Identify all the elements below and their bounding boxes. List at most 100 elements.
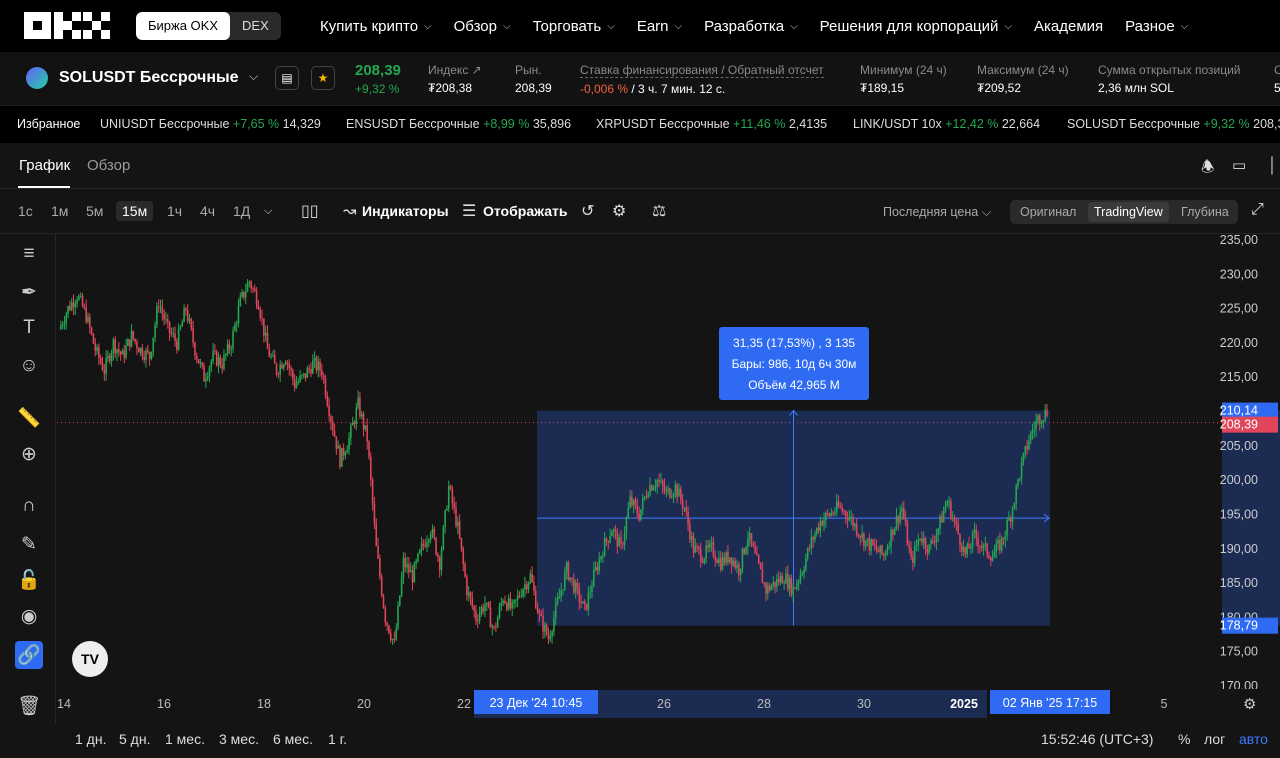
menu-dev[interactable]: Разработка ⌵ [704,17,798,35]
candle-body [319,361,321,371]
candle-body [629,496,631,508]
candle-body [857,534,860,537]
candle-body [870,539,872,551]
x-tick-label: 30 [857,697,871,711]
candles-icon[interactable]: ▯▯ [301,203,319,220]
magnet-icon[interactable]: ∩ [22,495,36,516]
zoom-in-icon[interactable]: ⊕ [21,443,37,465]
candle-body [640,509,642,520]
candle-body [355,407,358,424]
log-toggle[interactable]: лог [1204,731,1226,747]
menu-earn[interactable]: Earn ⌵ [636,17,683,35]
chevron-down-icon[interactable]: ⌵ [249,69,259,83]
view-original[interactable]: Оригинал [1020,205,1077,219]
lock-pen-icon[interactable]: ✎ [21,533,37,555]
price-chart[interactable]: 31,35 (17,53%) , 3 135 Бары: 986, 10д 6ч … [57,235,1280,689]
fav-item[interactable]: XRPUSDT Бессрочные +11,46 % 2,4135 [596,117,828,131]
tab-underline [18,186,70,188]
tf-1d[interactable]: 1Д [233,203,251,219]
more-icon[interactable]: │ [1268,157,1278,174]
tf-4h[interactable]: 4ч [200,203,216,219]
chevron-down-icon[interactable]: ⌵ [264,205,273,217]
star-icon[interactable]: ★ [311,66,335,90]
range-6m[interactable]: 6 мес. [273,731,313,747]
range-1d[interactable]: 1 дн. [75,731,107,747]
last-price-select[interactable]: Последняя цена ⌵ [883,205,992,219]
candle-body [157,306,160,308]
view-switcher[interactable]: Оригинал TradingView Глубина [1010,200,1238,224]
external-link-icon[interactable]: ↗ [471,63,482,77]
tradingview-logo[interactable]: TV [72,641,108,677]
candle-body [714,556,717,561]
gear-icon[interactable]: ⚙ [612,203,627,220]
lines-tool-icon[interactable]: ≡ [23,243,35,264]
toggle-dex[interactable]: DEX [242,18,269,33]
fullscreen-icon[interactable]: ⤢ [1251,201,1264,218]
candle-body [868,538,871,551]
window-icon[interactable]: ▭ [1232,157,1247,174]
eye-icon[interactable]: ◉ [20,605,38,627]
candle-body [69,306,71,310]
book-icon[interactable]: ▤ [275,66,299,90]
candle-body [1000,537,1003,551]
display-button[interactable]: Отображать [483,203,568,219]
tf-1s[interactable]: 1с [18,203,33,219]
range-1m[interactable]: 1 мес. [165,731,205,747]
candle-body [850,516,853,518]
ruler-icon[interactable]: 📏 [17,408,41,429]
range-3m[interactable]: 3 мес. [219,731,259,747]
link-icon[interactable]: 🔗 [15,641,43,669]
text-tool-icon[interactable]: T [23,317,35,338]
fav-item[interactable]: UNIUSDT Бессрочные +7,65 % 14,329 [100,117,321,131]
tf-1m[interactable]: 1м [51,203,69,219]
candle-body [1020,462,1023,479]
candle-body [861,533,863,538]
tf-15m[interactable]: 15м [116,201,154,221]
okx-logo[interactable] [24,12,110,40]
scale-icon[interactable]: ⚖ [652,203,667,220]
menu-academy[interactable]: Академия [1033,17,1104,35]
candle-body [239,296,242,307]
trash-icon[interactable]: 🗑 [16,696,42,717]
emoji-tool-icon[interactable]: ☺ [19,355,39,376]
candle-body [631,496,633,506]
display-icon[interactable]: ☰ [462,203,477,220]
percent-toggle[interactable]: % [1178,731,1191,747]
replay-icon[interactable]: ↺ [581,203,595,220]
lock-icon[interactable]: 🔓 [17,570,41,591]
indicators-icon[interactable]: ↝ [343,203,357,220]
menu-overview[interactable]: Обзор ⌵ [453,17,511,35]
view-depth[interactable]: Глубина [1181,205,1229,219]
candle-body [556,599,559,604]
stat-low: Минимум (24 ч) ₮189,15 [860,63,947,95]
tf-1h[interactable]: 1ч [167,203,183,219]
pen-tool-icon[interactable]: ✒ [21,281,37,303]
candle-body [384,607,387,623]
exchange-toggle[interactable]: Биржа OKX DEX [136,12,281,40]
menu-more[interactable]: Разное ⌵ [1125,17,1189,35]
alert-add-icon[interactable]: 🕭 [1201,159,1215,176]
fav-item[interactable]: SOLUSDT Бессрочные +9,32 % 208,3 [1067,117,1280,131]
menu-business[interactable]: Решения для корпораций ⌵ [819,17,1012,35]
toggle-exchange[interactable]: Биржа OKX [136,12,231,40]
auto-toggle[interactable]: авто [1239,731,1268,747]
candle-body [901,507,903,513]
x-start-tag: 23 Дек '24 10:45 [490,696,583,710]
tf-5m[interactable]: 5м [86,203,104,219]
range-5d[interactable]: 5 дн. [119,731,151,747]
tab-overview[interactable]: Обзор [87,157,131,174]
candle-body [594,567,597,570]
instrument-symbol[interactable]: SOLUSDT Бессрочные [59,69,239,86]
time-axis: 14161820222426283020252523 Дек '24 10:45… [57,690,1168,718]
clock[interactable]: 15:52:46 (UTC+3) [1041,731,1154,747]
view-tradingview[interactable]: TradingView [1088,202,1169,222]
candle-body [672,494,675,497]
menu-trade[interactable]: Торговать ⌵ [532,17,615,35]
axis-settings-icon[interactable]: ⚙ [1243,696,1257,713]
fav-item[interactable]: ENSUSDT Бессрочные +8,99 % 35,896 [346,117,572,131]
range-1y[interactable]: 1 г. [328,731,347,747]
menu-buy-crypto[interactable]: Купить крипто ⌵ [320,17,432,35]
tab-chart[interactable]: График [19,157,71,174]
indicators-button[interactable]: Индикаторы [362,203,449,219]
fav-item[interactable]: LINK/USDT 10x +12,42 % 22,664 [853,117,1041,131]
